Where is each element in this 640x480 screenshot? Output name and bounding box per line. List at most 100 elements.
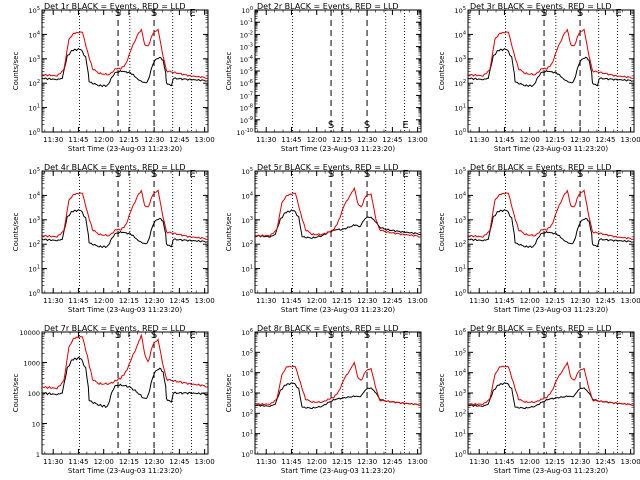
y-tick-label: 104 [29, 191, 40, 200]
panel-title: Det 3r BLACK = Events, RED = LLD [470, 2, 612, 11]
marker-label-e: E [189, 330, 195, 341]
y-tick-label: 101 [29, 265, 40, 274]
y-tick-label: 10-6 [240, 79, 253, 88]
series-events-line [41, 356, 208, 408]
plot-frame [254, 9, 422, 133]
panel-det-2: Det 2r BLACK = Events, RED = LLD 10-10 10-… [225, 2, 428, 153]
x-tick-label: 11:45 [494, 297, 514, 305]
x-tick-label: 12:30 [144, 136, 164, 144]
series-lld-line [41, 28, 208, 79]
marker-label-e: E [615, 330, 621, 341]
y-tick-label: 105 [29, 167, 40, 176]
panel-title: Det 9r BLACK = Events, RED = LLD [470, 324, 612, 333]
x-axis-label: Start Time (23-Aug-03 11:23:20) [494, 467, 608, 475]
x-tick-label: 12:00 [94, 458, 114, 466]
plot-frame [41, 9, 209, 133]
marker-label-s: S [541, 8, 547, 19]
x-tick-label: 12:00 [94, 297, 114, 305]
x-tick-label: 13:00 [195, 136, 215, 144]
x-tick-label: 11:30 [256, 136, 276, 144]
x-tick-label: 11:45 [281, 136, 301, 144]
plot-frame [467, 170, 635, 294]
panel-det-7: Det 7r BLACK = Events, RED = LLD 1 10 100 10… [12, 324, 215, 475]
x-tick-label: 12:45 [595, 458, 615, 466]
marker-label-e: E [615, 8, 621, 19]
y-axis-label: Counts/sec [438, 213, 446, 252]
y-tick-label: 102 [29, 240, 40, 249]
x-tick-label: 12:45 [169, 458, 189, 466]
y-axis-label: Counts/sec [225, 374, 233, 413]
y-tick-label: 10-7 [240, 91, 253, 100]
x-tick-label: 11:30 [256, 458, 276, 466]
marker-label-s: S [151, 169, 157, 180]
y-tick-label: 102 [455, 79, 466, 88]
x-tick-label: 13:00 [621, 297, 640, 305]
panel-title: Det 8r BLACK = Events, RED = LLD [257, 324, 399, 333]
y-tick-label: 106 [455, 328, 466, 337]
x-tick-label: 13:00 [621, 458, 640, 466]
y-tick-label: 100 [28, 390, 40, 398]
x-tick-label: 12:45 [382, 297, 402, 305]
y-tick-label: 10-4 [240, 55, 253, 64]
x-tick-label: 12:15 [119, 297, 139, 305]
y-tick-label: 104 [455, 30, 466, 39]
y-axis-label: Counts/sec [225, 213, 233, 252]
x-axis-label: Start Time (23-Aug-03 11:23:20) [281, 467, 395, 475]
panel-det-4: Det 4r BLACK = Events, RED = LLD 100 101 10… [12, 163, 215, 314]
marker-label-s: S [151, 330, 157, 341]
x-tick-label: 12:15 [119, 136, 139, 144]
x-axis-label: Start Time (23-Aug-03 11:23:20) [494, 306, 608, 314]
x-tick-label: 11:45 [281, 297, 301, 305]
y-tick-label: 105 [455, 167, 466, 176]
marker-label-e: E [189, 169, 195, 180]
x-tick-label: 13:00 [408, 458, 428, 466]
plot-frame [254, 170, 422, 294]
y-tick-label: 100 [29, 289, 40, 298]
y-tick-label: 101 [455, 265, 466, 274]
y-tick-label: 100 [455, 289, 466, 298]
series-lld-line [254, 361, 421, 406]
y-tick-label: 101 [455, 430, 466, 439]
marker-label-s: S [328, 330, 334, 341]
x-tick-label: 11:45 [494, 136, 514, 144]
x-tick-label: 12:15 [119, 458, 139, 466]
y-tick-label: 10-5 [240, 67, 253, 76]
x-tick-label: 12:15 [332, 136, 352, 144]
plot-frame [467, 9, 635, 133]
marker-label-s: S [364, 169, 370, 180]
series-lld-line [41, 333, 208, 390]
y-tick-label: 100 [455, 450, 466, 459]
y-tick-label: 105 [242, 167, 253, 176]
y-tick-label: 101 [29, 104, 40, 113]
x-tick-label: 12:15 [332, 458, 352, 466]
plot-frame [41, 170, 209, 294]
x-tick-label: 12:45 [169, 297, 189, 305]
x-tick-label: 12:15 [545, 458, 565, 466]
marker-label-s: S [115, 330, 121, 341]
marker-label-e: E [189, 8, 195, 19]
y-tick-label: 10-3 [240, 43, 253, 52]
y-tick-label: 100 [29, 128, 40, 137]
y-tick-label: 102 [455, 409, 466, 418]
panel-det-8: Det 8r BLACK = Events, RED = LLD 100 101 10… [225, 324, 428, 475]
x-tick-label: 12:45 [595, 297, 615, 305]
series-events-line [254, 209, 421, 239]
series-lld-line [467, 361, 634, 406]
marker-label-s: S [541, 330, 547, 341]
x-axis-label: Start Time (23-Aug-03 11:23:20) [68, 145, 182, 153]
marker-label-e: E [402, 330, 408, 341]
y-tick-label: 10 [32, 421, 40, 429]
marker-label-s: S [115, 169, 121, 180]
panel-title: Det 6r BLACK = Events, RED = LLD [470, 163, 612, 172]
y-tick-label: 101 [455, 104, 466, 113]
x-tick-label: 12:00 [307, 136, 327, 144]
x-tick-label: 12:30 [357, 297, 377, 305]
x-tick-label: 12:45 [169, 136, 189, 144]
panel-det-3: Det 3r BLACK = Events, RED = LLD 100 101 10… [438, 2, 640, 153]
marker-label-s: S [364, 330, 370, 341]
y-tick-label: 102 [455, 240, 466, 249]
x-tick-label: 11:45 [68, 136, 88, 144]
x-tick-label: 11:45 [281, 458, 301, 466]
x-axis-label: Start Time (23-Aug-03 11:23:20) [68, 306, 182, 314]
panel-det-1: Det 1r BLACK = Events, RED = LLD 100 101 10… [12, 2, 215, 153]
